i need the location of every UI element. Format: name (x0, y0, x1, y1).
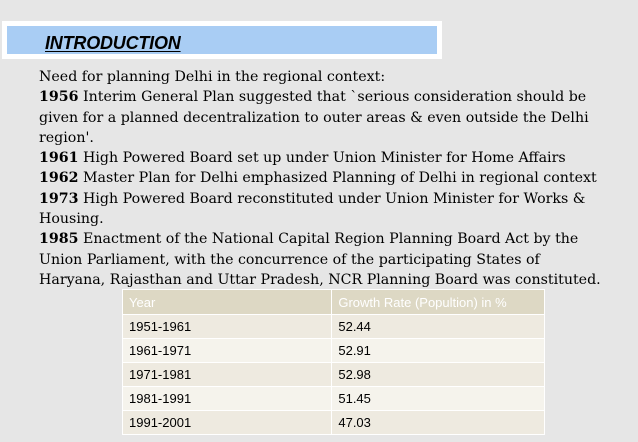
timeline-text: High Powered Board reconstituted under U… (39, 190, 586, 228)
timeline-item-1973: 1973 High Powered Board reconstituted un… (39, 189, 609, 230)
table-header: Year Growth Rate (Popultion) in % (121, 289, 545, 315)
intro-text: Need for planning Delhi in the regional … (39, 69, 386, 85)
timeline-text: Master Plan for Delhi emphasized Plannin… (78, 170, 597, 187)
page-title: INTRODUCTION (45, 33, 181, 53)
growth-rate-cell: 52.91 (331, 338, 545, 363)
column-header-growth-rate: Growth Rate (Popultion) in % (331, 289, 545, 315)
year-cell: 1971-1981 (121, 362, 333, 387)
table-row: 1981-1991 51.45 (121, 386, 545, 411)
intro-line: Need for planning Delhi in the regional … (39, 67, 609, 87)
table-row: 1951-1961 52.44 (121, 314, 545, 339)
year-cell: 1951-1961 (121, 314, 333, 339)
timeline-text: Enactment of the National Capital Region… (39, 231, 601, 288)
year-cell: 1961-1971 (121, 338, 333, 363)
year-cell: 1991-2001 (121, 410, 333, 435)
growth-rate-cell: 47.03 (331, 410, 545, 435)
title-frame: INTRODUCTION (2, 21, 442, 59)
table-header-row: Year Growth Rate (Popultion) in % (121, 289, 545, 315)
column-header-year: Year (121, 289, 333, 315)
growth-rate-cell: 52.44 (331, 314, 545, 339)
timeline-text: High Powered Board set up under Union Mi… (78, 150, 566, 167)
title-bar: INTRODUCTION (7, 26, 437, 54)
table-body: 1951-1961 52.44 1961-1971 52.91 1971-198… (121, 314, 545, 435)
timeline-year: 1961 (39, 150, 79, 167)
growth-rate-cell: 51.45 (331, 386, 545, 411)
timeline-item-1961: 1961 High Powered Board set up under Uni… (39, 148, 609, 168)
year-cell: 1981-1991 (121, 386, 333, 411)
intro-body: Need for planning Delhi in the regional … (39, 67, 609, 290)
table-row: 1991-2001 47.03 (121, 410, 545, 435)
timeline-year: 1962 (39, 170, 79, 187)
timeline-item-1956: 1956 Interim General Plan suggested that… (39, 87, 609, 148)
timeline-year: 1956 (39, 89, 79, 106)
growth-rate-cell: 52.98 (331, 362, 545, 387)
growth-rate-table: Year Growth Rate (Popultion) in % 1951-1… (121, 289, 545, 435)
timeline-item-1985: 1985 Enactment of the National Capital R… (39, 229, 609, 290)
timeline-text: Interim General Plan suggested that `ser… (39, 89, 589, 146)
timeline-year: 1973 (39, 190, 79, 207)
table-row: 1971-1981 52.98 (121, 362, 545, 387)
table-row: 1961-1971 52.91 (121, 338, 545, 363)
timeline-year: 1985 (39, 231, 79, 248)
timeline-item-1962: 1962 Master Plan for Delhi emphasized Pl… (39, 168, 609, 188)
